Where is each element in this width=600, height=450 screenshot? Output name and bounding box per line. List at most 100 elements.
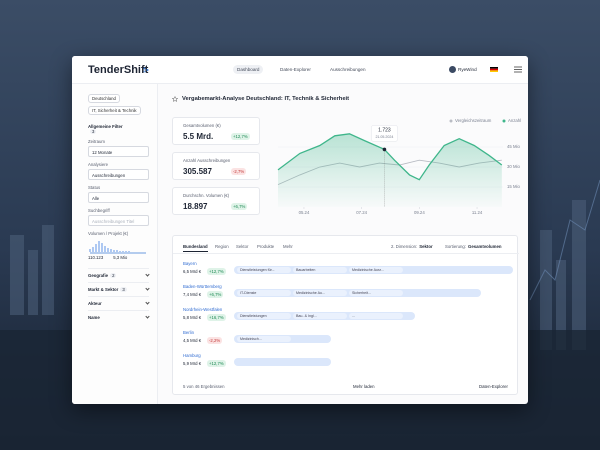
- legend-swatch: [502, 119, 506, 123]
- logo[interactable]: TenderShift: [88, 64, 149, 76]
- result-count: 5 von 46 Ergebnissen: [183, 384, 225, 389]
- row-name[interactable]: Bayern: [183, 261, 197, 266]
- sort-value: Gesamtvolumen: [468, 244, 502, 249]
- select-value: Ausschreibungen: [92, 173, 126, 178]
- stacked-bar: Dienstleistungen Bau- & Ingl......: [234, 312, 415, 320]
- dimension-value: Sektor: [419, 244, 433, 249]
- collapsible-section[interactable]: Akteur: [88, 296, 150, 310]
- bar-segment[interactable]: Dienstleistungen für...: [237, 267, 291, 273]
- field-label: Suchbegriff: [88, 208, 110, 213]
- menu-icon[interactable]: [514, 66, 522, 73]
- chevron: [145, 286, 150, 291]
- stacked-bar: IT-Dienste Medizinische Au... Sicherheit..…: [234, 289, 481, 297]
- collapsible-section[interactable]: Name: [88, 310, 150, 324]
- section-title: Name: [88, 315, 100, 320]
- row-value: 7,4 Mrd €: [183, 292, 202, 297]
- kpi-value: 18.897: [183, 202, 208, 211]
- kpi-label: Anzahl Ausschreibungen: [183, 158, 231, 163]
- dimension-select[interactable]: 2. Dimension: Sektor: [391, 244, 433, 249]
- bar-segment[interactable]: Medizinische Au...: [293, 290, 347, 296]
- select-value: 12 Monate: [92, 150, 113, 155]
- bar-segment[interactable]: ...: [349, 313, 403, 319]
- bar-segment[interactable]: IT-Dienste: [237, 290, 291, 296]
- select[interactable]: 12 Monate: [88, 146, 149, 157]
- sort-select[interactable]: Sortierung: Gesamtvolumen: [445, 244, 501, 249]
- tab[interactable]: Region: [215, 244, 229, 249]
- language-flag[interactable]: [490, 67, 498, 72]
- row-change: -2,2%: [207, 337, 223, 344]
- y-tick-label: 15 Mio: [507, 184, 521, 189]
- section-title: Allgemeine Filter: [88, 124, 123, 129]
- field-label: Volumen / Projekt (€): [88, 231, 129, 236]
- avatar[interactable]: [449, 66, 456, 73]
- kpi-label: Durchschn. Volumen (€): [183, 193, 230, 198]
- range-slider[interactable]: [88, 238, 148, 254]
- kpi-change: +6,7%: [231, 203, 248, 210]
- nav-link[interactable]: Dashboard: [233, 65, 264, 74]
- row-change: +16,7%: [207, 314, 226, 321]
- row-name[interactable]: Baden-Württemberg: [183, 284, 222, 289]
- tab[interactable]: Sektor: [236, 244, 249, 249]
- tooltip-box: [371, 125, 398, 142]
- favorite-icon[interactable]: [172, 96, 178, 102]
- section-header: Allgemeine Filter 3: [88, 124, 149, 134]
- search-placeholder: Ausschreibungen Titel: [92, 219, 135, 224]
- chip-row: IT, Sicherheit & Technik: [88, 106, 149, 118]
- stacked-bar: Medizinisch...: [234, 335, 331, 343]
- section-count: 2: [110, 273, 117, 278]
- kpi-change: -2,7%: [231, 168, 247, 175]
- kpi-card: Anzahl Ausschreibungen 305.587 -2,7%: [172, 152, 260, 180]
- sidebar: Deutschland IT, Sicherheit & Technik Allge…: [72, 84, 158, 404]
- bar-segment[interactable]: Medizinische Ausr...: [349, 267, 403, 273]
- filter-chip[interactable]: Deutschland: [88, 94, 120, 103]
- load-more-button[interactable]: Mehr laden: [353, 384, 375, 389]
- field-label: Zeitraum: [88, 139, 105, 144]
- range-min: 110.123: [88, 255, 104, 260]
- x-tick-label: 09.24: [414, 210, 425, 215]
- section-title-wrap: Geografie 2: [88, 273, 117, 278]
- x-tick-label: 11.24: [472, 210, 483, 215]
- row-name[interactable]: Berlin: [183, 330, 194, 335]
- legend-swatch: [449, 119, 453, 123]
- search-input[interactable]: Ausschreibungen Titel: [88, 215, 149, 226]
- bar-segment[interactable]: Medizinisch...: [237, 336, 291, 342]
- table-row: Berlin 4,5 Mrd € -2,2% Medizinisch...: [173, 330, 519, 348]
- page-title: Vergabemarkt-Analyse Deutschland: IT, Te…: [182, 96, 350, 102]
- bar-segment[interactable]: Dienstleistungen: [237, 313, 291, 319]
- divider: [173, 253, 519, 254]
- tab[interactable]: Bundesland: [183, 244, 208, 252]
- table-row: Baden-Württemberg 7,4 Mrd € +6,7% IT-Dienst…: [173, 284, 519, 302]
- row-name[interactable]: Nordrhein-Westfalen: [183, 307, 223, 312]
- y-tick-label: 30 Mio: [507, 164, 521, 169]
- kpi-card: Durchschn. Volumen (€) 18.897 +6,7%: [172, 187, 260, 215]
- x-tick-label: 07.24: [356, 210, 367, 215]
- tooltip-value: 1.723: [378, 128, 391, 134]
- dimension-label: 2. Dimension:: [391, 244, 418, 249]
- bar-segment[interactable]: Bau- & Ingl...: [293, 313, 347, 319]
- explorer-link[interactable]: Daten-Explorer: [479, 384, 508, 389]
- line-chart: 15 Mio 30 Mio 45 Mio 05.24 07.24 09.24 11.24 Ve…: [277, 118, 521, 215]
- tab[interactable]: Mehr: [283, 244, 293, 249]
- row-name[interactable]: Hamburg: [183, 353, 201, 358]
- nav-link[interactable]: Ausschreibungen: [330, 67, 366, 72]
- bar-segment[interactable]: Sicherheit...: [349, 290, 403, 296]
- legend-label: Anzahl: [508, 118, 521, 123]
- table-row: Hamburg 5,9 Mrd € +12,7%: [173, 353, 519, 371]
- user-name[interactable]: RyeWind: [458, 67, 477, 72]
- collapsible-section[interactable]: Markt & Sektor 3: [88, 282, 150, 296]
- select-value: Alle: [92, 196, 100, 201]
- filter-chip[interactable]: IT, Sicherheit & Technik: [88, 106, 141, 115]
- bar-segment[interactable]: Bauarbeiten: [293, 267, 347, 273]
- filter-count: 3: [90, 129, 97, 134]
- stacked-bar: Dienstleistungen für... Bauarbeiten Medizi…: [234, 266, 513, 274]
- logo-icon: [143, 67, 149, 73]
- kpi-label: Gesamtvolumen (€): [183, 123, 221, 128]
- collapsible-section[interactable]: Geografie 2: [88, 268, 150, 282]
- select[interactable]: Alle: [88, 192, 149, 203]
- nav-link[interactable]: Daten-Explorer: [280, 67, 311, 72]
- app-window: TenderShift Dashboard Daten-Explorer Aus…: [72, 56, 528, 404]
- section-title: Markt & Sektor: [88, 287, 119, 292]
- tab[interactable]: Produkte: [257, 244, 275, 249]
- select[interactable]: Ausschreibungen: [88, 169, 149, 180]
